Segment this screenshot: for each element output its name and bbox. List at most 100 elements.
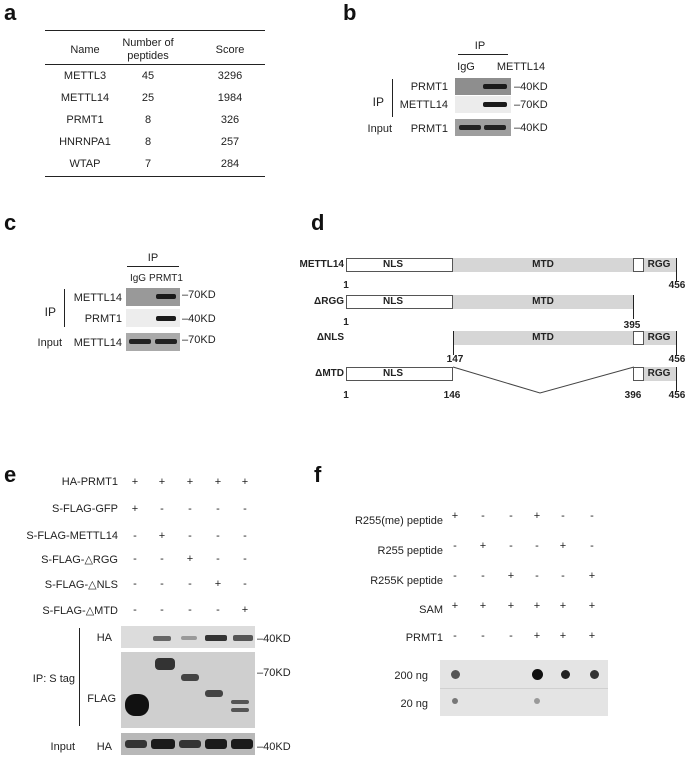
table-top-rule — [45, 30, 265, 31]
group-label-ip: IP — [372, 95, 384, 109]
blot-row-label: PRMT1 — [410, 123, 448, 135]
blot-strip — [455, 78, 511, 95]
residue-mid: 146 — [443, 390, 461, 401]
table-header-peptides-line2: peptides — [127, 50, 169, 62]
sign-cell: - — [243, 578, 247, 590]
sign-cell: + — [559, 630, 567, 642]
mtd-label: MTD — [532, 259, 554, 270]
residue-start: 147 — [446, 354, 464, 365]
sign-cell: + — [479, 540, 487, 552]
sign-cell: - — [188, 578, 192, 590]
sign-cell: + — [588, 600, 596, 612]
blot-band — [125, 694, 149, 716]
residue-end: 395 — [623, 320, 641, 331]
blot-row-label: HA — [96, 741, 112, 753]
table-cell-name: METTL14 — [60, 92, 110, 104]
panel-label-e: e — [4, 462, 17, 487]
residue-start: 1 — [343, 280, 349, 291]
condition-label: PRMT1 — [405, 632, 443, 644]
dot — [451, 670, 460, 679]
sign-cell: - — [481, 570, 485, 582]
panel-label-a: a — [4, 0, 17, 25]
table-cell-peptides: 8 — [144, 114, 152, 126]
sign-cell: - — [481, 510, 485, 522]
ip-header-line — [127, 266, 179, 267]
sign-cell: - — [133, 578, 137, 590]
condition-label: R255(me) peptide — [354, 515, 443, 527]
group-label-input: Input — [50, 741, 75, 753]
table-cell-name: PRMT1 — [66, 114, 104, 126]
sign-cell: - — [535, 540, 539, 552]
sign-cell: - — [188, 503, 192, 515]
sign-cell: - — [590, 540, 594, 552]
blot-strip — [126, 333, 180, 351]
blot-row-label: HA — [96, 632, 112, 644]
mw-marker: –70KD — [182, 289, 216, 301]
table-cell-peptides: 45 — [141, 70, 155, 82]
mw-marker: –70KD — [514, 99, 548, 111]
sign-cell: + — [451, 600, 459, 612]
condition-label: R255 peptide — [377, 545, 443, 557]
blot-band — [484, 125, 506, 130]
rgg-label: RGG — [647, 259, 671, 270]
blot-band — [151, 739, 175, 749]
sign-cell: + — [158, 476, 166, 488]
blot-band — [181, 636, 197, 640]
sign-cell: - — [133, 553, 137, 565]
end-tick — [676, 367, 677, 391]
end-tick — [676, 258, 677, 282]
blot-band — [156, 294, 176, 299]
table-header-peptides-line1: Number of — [122, 37, 174, 49]
blot-band — [459, 125, 481, 130]
sign-cell: - — [243, 553, 247, 565]
mtd-label: MTD — [532, 296, 554, 307]
mw-marker: –70KD — [257, 667, 291, 679]
sign-cell: - — [160, 578, 164, 590]
sign-cell: - — [243, 530, 247, 542]
panel-label-d: d — [311, 210, 325, 235]
blot-band — [483, 84, 507, 89]
panel-label-c: c — [4, 210, 17, 235]
group-label-input: Input — [37, 337, 62, 349]
residue-mid: 396 — [624, 390, 642, 401]
lane-label: IgG — [457, 61, 475, 73]
sign-cell: + — [158, 530, 166, 542]
mw-marker: –40KD — [514, 81, 548, 93]
condition-label: S-FLAG-△MTD — [42, 605, 118, 617]
rgg-domain — [644, 331, 676, 345]
condition-label: SAM — [419, 604, 443, 616]
blot-band — [153, 636, 171, 641]
dot — [561, 670, 570, 679]
sign-cell: - — [509, 510, 513, 522]
blot-band — [205, 739, 227, 749]
nls-domain — [346, 367, 453, 381]
blot-band — [231, 708, 249, 712]
blot-band — [205, 690, 223, 697]
sign-cell: - — [133, 604, 137, 616]
linker-domain — [633, 367, 644, 381]
table-cell-score: 1984 — [217, 92, 243, 104]
rgg-domain — [644, 367, 676, 381]
lane-label: PRMT1 — [149, 273, 183, 284]
nls-label: NLS — [383, 368, 403, 379]
table-cell-score: 284 — [220, 158, 240, 170]
table-cell-name: HNRNPA1 — [59, 136, 111, 148]
blot-band — [125, 740, 147, 748]
table-header-name: Name — [70, 44, 100, 56]
sign-cell: - — [453, 570, 457, 582]
table-bottom-rule — [45, 176, 265, 177]
table-cell-score: 257 — [220, 136, 240, 148]
sign-cell: - — [481, 630, 485, 642]
blot-strip — [126, 309, 180, 327]
table-header-score: Score — [215, 44, 245, 56]
nls-label: NLS — [383, 259, 403, 270]
sign-cell: - — [160, 503, 164, 515]
sign-cell: - — [216, 530, 220, 542]
sign-cell: + — [559, 600, 567, 612]
blot-band — [155, 658, 175, 670]
sign-cell: - — [133, 530, 137, 542]
sign-cell: - — [160, 553, 164, 565]
blot-row-label: FLAG — [87, 693, 116, 705]
nls-domain — [346, 258, 453, 272]
deletion-connector — [452, 366, 635, 394]
